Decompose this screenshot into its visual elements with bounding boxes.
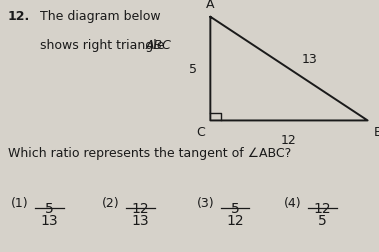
- Text: 5: 5: [189, 63, 197, 76]
- Text: .: .: [165, 39, 169, 52]
- Text: 12: 12: [281, 134, 297, 146]
- Text: 5: 5: [45, 202, 54, 215]
- Text: 12: 12: [132, 202, 149, 215]
- Text: (4): (4): [284, 197, 302, 209]
- Text: 13: 13: [41, 213, 58, 227]
- Text: (2): (2): [102, 197, 120, 209]
- Text: (1): (1): [11, 197, 29, 209]
- Text: ABC: ABC: [146, 39, 172, 52]
- Text: (3): (3): [197, 197, 215, 209]
- Text: B: B: [373, 126, 379, 139]
- Text: 12.: 12.: [8, 10, 30, 23]
- Text: A: A: [206, 0, 215, 11]
- Text: shows right triangle: shows right triangle: [40, 39, 168, 52]
- Text: 5: 5: [318, 213, 327, 227]
- Text: Which ratio represents the tangent of ∠ABC?: Which ratio represents the tangent of ∠A…: [8, 146, 291, 159]
- Text: 13: 13: [302, 53, 318, 66]
- Text: The diagram below: The diagram below: [40, 10, 160, 23]
- Text: 13: 13: [132, 213, 149, 227]
- Text: C: C: [196, 126, 205, 139]
- Text: 12: 12: [226, 213, 244, 227]
- Text: 12: 12: [313, 202, 331, 215]
- Text: 5: 5: [230, 202, 240, 215]
